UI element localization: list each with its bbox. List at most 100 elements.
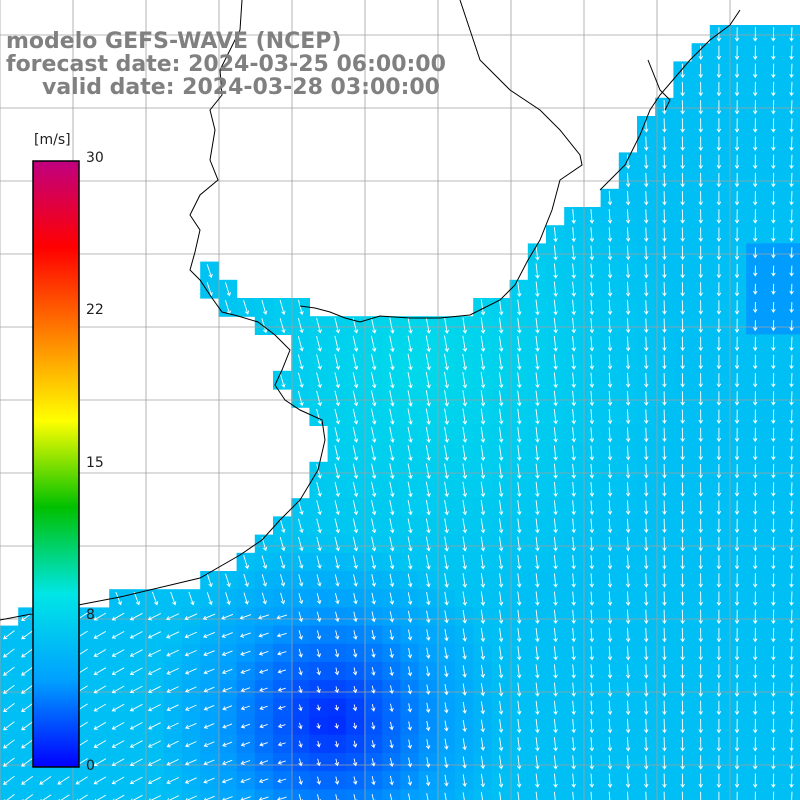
wind-arrow <box>680 263 685 279</box>
wind-arrow <box>716 536 722 552</box>
wind-arrow <box>370 353 377 371</box>
wind-arrow <box>425 500 431 516</box>
wind-arrow <box>789 45 794 60</box>
title-forecast-date: forecast date: 2024-03-25 06:00:00 <box>6 52 446 77</box>
wind-arrow <box>316 408 322 425</box>
wind-arrow <box>480 536 486 552</box>
wind-arrow <box>716 245 722 261</box>
wind-arrow <box>771 172 776 188</box>
wind-arrow <box>444 720 449 732</box>
wind-arrow <box>316 667 321 676</box>
wind-arrow <box>752 373 758 388</box>
wind-arrow <box>203 777 215 784</box>
wind-arrow <box>389 555 395 570</box>
wind-arrow <box>607 591 613 606</box>
wind-arrow <box>571 682 576 697</box>
wind-arrow <box>444 774 449 787</box>
wind-arrow <box>276 632 287 638</box>
wind-arrow <box>734 409 740 424</box>
wind-arrow <box>316 518 322 534</box>
wind-cell <box>182 789 201 800</box>
wind-arrow <box>771 682 776 697</box>
wind-arrow <box>680 154 685 170</box>
wind-arrow <box>462 554 468 570</box>
wind-arrow <box>752 718 758 734</box>
wind-arrow <box>516 627 522 643</box>
wind-arrow <box>166 704 179 712</box>
wind-arrow <box>225 573 231 588</box>
wind-arrow <box>535 408 540 425</box>
wind-arrow <box>662 227 667 242</box>
wind-arrow <box>240 723 251 729</box>
wind-arrow <box>625 664 631 679</box>
wind-arrow <box>480 481 486 498</box>
wind-arrow <box>498 554 504 570</box>
wind-arrow <box>771 536 776 552</box>
wind-arrow <box>352 390 359 407</box>
wind-arrow <box>625 445 631 461</box>
wind-arrow <box>352 518 359 534</box>
wind-arrow <box>607 263 613 279</box>
wind-arrow <box>298 722 303 730</box>
wind-arrow <box>553 627 558 643</box>
wind-cell <box>127 789 147 800</box>
wind-arrow <box>75 776 88 785</box>
wind-cell <box>145 789 165 800</box>
wind-arrow <box>352 776 358 785</box>
wind-arrow <box>771 391 776 406</box>
wind-arrow <box>462 738 467 751</box>
wind-arrow <box>480 773 486 788</box>
wind-arrow <box>625 518 631 534</box>
wind-arrow <box>444 647 449 660</box>
wind-arrow <box>462 518 468 534</box>
wind-arrow <box>644 700 649 716</box>
wind-arrow <box>698 154 703 170</box>
wind-arrow <box>517 335 522 352</box>
wind-arrow <box>206 591 213 606</box>
wind-arrow <box>353 794 358 800</box>
wind-arrow <box>240 760 251 765</box>
wind-arrow <box>753 247 758 259</box>
wind-arrow <box>680 354 685 370</box>
wind-arrow <box>644 773 649 788</box>
wind-arrow <box>644 518 649 534</box>
wind-arrow <box>625 318 631 334</box>
wind-arrow <box>298 611 304 623</box>
wind-arrow <box>129 776 143 785</box>
wind-arrow <box>535 500 540 516</box>
wind-arrow <box>425 554 431 570</box>
wind-arrow <box>261 299 268 315</box>
wind-arrow <box>571 646 576 661</box>
wind-arrow <box>734 391 740 406</box>
wind-arrow <box>498 682 504 697</box>
wind-arrow <box>133 591 141 606</box>
wind-arrow <box>644 427 649 443</box>
wind-arrow <box>166 613 180 621</box>
wind-arrow <box>662 445 667 461</box>
wind-arrow <box>222 759 233 766</box>
wind-arrow <box>752 591 758 606</box>
wind-arrow <box>607 718 613 734</box>
wind-arrow <box>425 702 431 714</box>
wind-arrow <box>734 191 740 206</box>
wind-arrow <box>698 282 703 297</box>
wind-arrow <box>407 500 413 516</box>
wind-arrow <box>662 773 667 788</box>
wind-arrow <box>407 426 413 443</box>
wind-arrow <box>426 573 431 588</box>
wind-arrow <box>607 518 613 534</box>
wind-arrow <box>425 335 431 353</box>
wind-arrow <box>644 591 649 606</box>
wind-arrow <box>752 409 758 424</box>
wind-arrow <box>297 390 304 407</box>
wind-arrow <box>698 63 703 79</box>
wind-arrow <box>662 573 667 588</box>
wind-arrow <box>316 317 322 334</box>
wind-arrow <box>698 391 703 406</box>
wind-arrow <box>716 263 722 279</box>
wind-arrow <box>625 300 631 315</box>
wind-arrow <box>771 81 776 97</box>
wind-arrow <box>480 390 486 407</box>
wind-arrow <box>662 755 667 770</box>
wind-arrow <box>789 482 794 497</box>
